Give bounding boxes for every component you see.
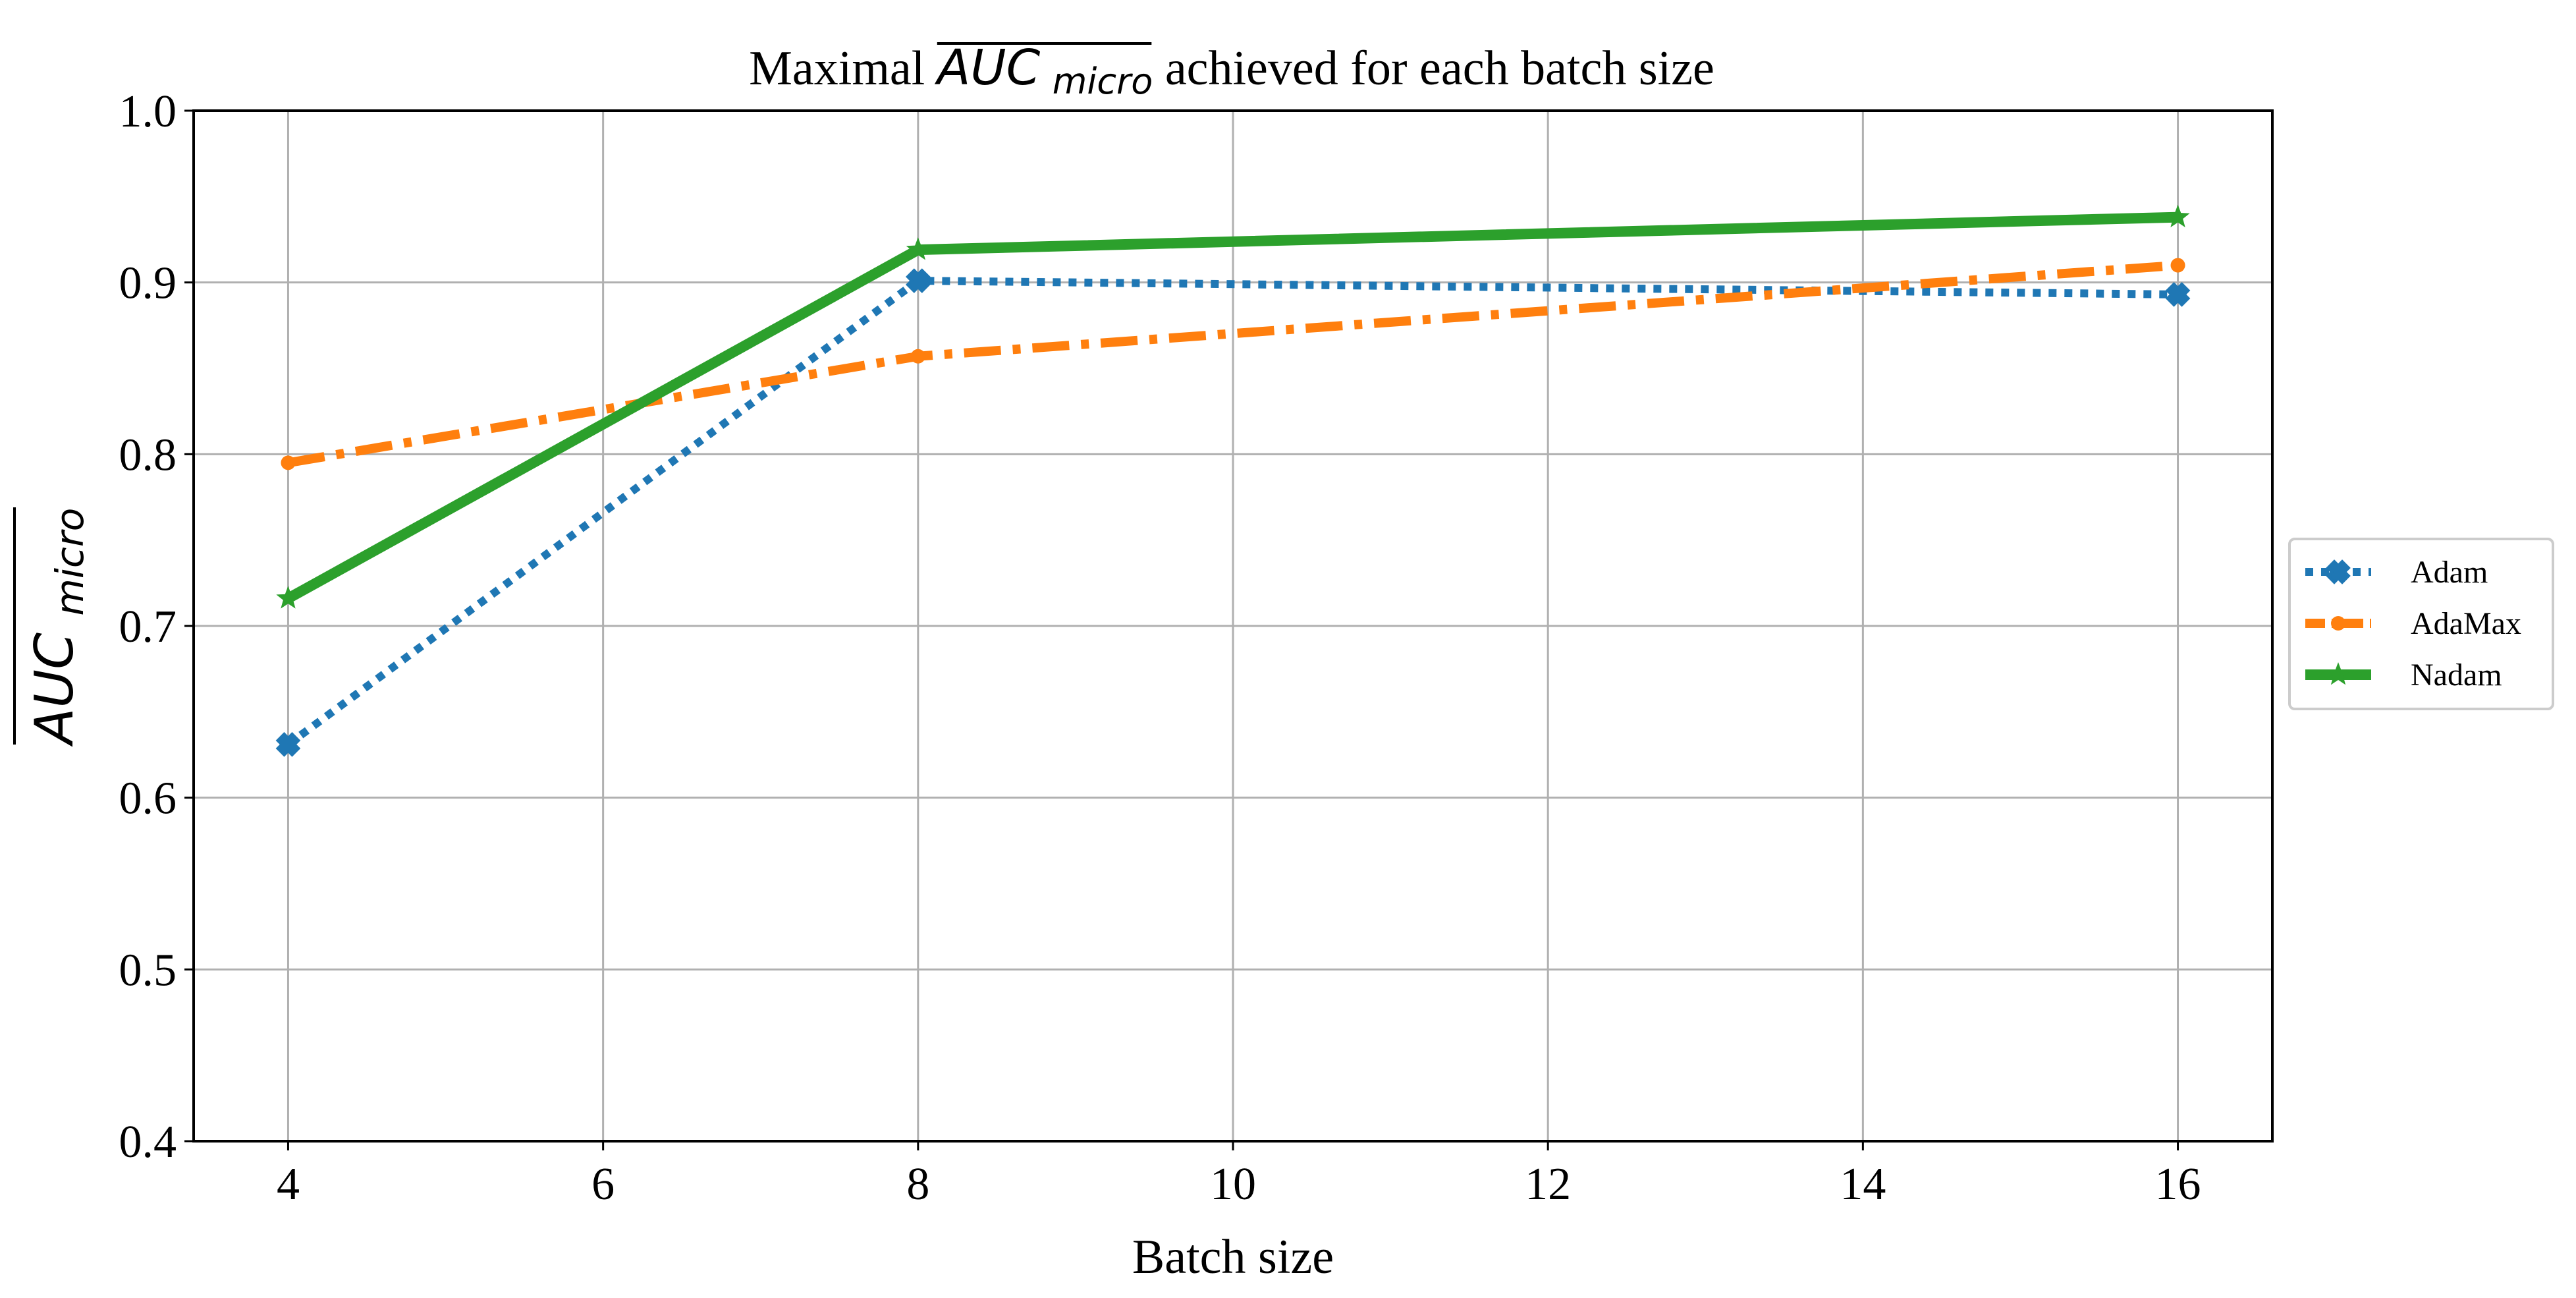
- y-tick-label: 0.4: [119, 1117, 177, 1168]
- data-point-adam: [2165, 282, 2191, 307]
- x-tick-label: 14: [1840, 1159, 1886, 1210]
- x-tick-label: 10: [1210, 1159, 1256, 1210]
- legend: Adam AdaMax Nadam: [2288, 538, 2554, 710]
- data-point-nadam: [2166, 204, 2190, 227]
- legend-label-adam: Adam: [2411, 555, 2488, 590]
- series-layer: [275, 204, 2191, 757]
- title-prefix: Maximal: [749, 42, 937, 96]
- ticks: 4 6 8 10 12 14 16 0.4 0.5 0.6 0.7 0.8 0.9 1.0: [119, 86, 2201, 1210]
- x-tick-label: 4: [277, 1159, 300, 1210]
- data-point-adamax: [2170, 258, 2185, 273]
- title-metric-sub: micro: [1053, 61, 1153, 102]
- x-tick-label: 6: [591, 1159, 615, 1210]
- x-tick-label: 16: [2155, 1159, 2201, 1210]
- data-point-adam: [905, 268, 931, 293]
- chart-title: Maximal AUC micro achieved for each batc…: [749, 40, 1714, 105]
- svg-text:AUC micro: AUC micro: [24, 508, 92, 747]
- y-tick-label: 0.8: [119, 430, 177, 480]
- legend-marker-adam: [2326, 559, 2351, 584]
- title-suffix: achieved for each batch size: [1165, 42, 1714, 96]
- legend-box: [2288, 538, 2554, 710]
- x-tick-label: 8: [906, 1159, 929, 1210]
- legend-label-adamax: AdaMax: [2411, 606, 2521, 641]
- data-point-adamax: [281, 455, 296, 470]
- x-axis-label: Batch size: [1132, 1230, 1334, 1284]
- series-nadam: [276, 204, 2190, 609]
- legend-marker-adamax: [2331, 616, 2345, 631]
- y-tick-label: 1.0: [119, 86, 177, 137]
- data-point-nadam: [276, 586, 300, 609]
- series-adam: [275, 268, 2191, 757]
- y-tick-label: 0.6: [119, 774, 177, 824]
- y-label-main: AUC: [24, 633, 85, 747]
- y-axis-label: AUC micro: [13, 507, 92, 747]
- y-label-sub: micro: [47, 508, 92, 616]
- y-tick-label: 0.7: [119, 602, 177, 652]
- series-adamax: [281, 258, 2185, 470]
- x-tick-label: 12: [1525, 1159, 1571, 1210]
- data-point-nadam: [906, 237, 930, 260]
- data-point-adamax: [910, 349, 925, 364]
- y-tick-label: 0.5: [119, 945, 177, 996]
- title-metric-main: AUC: [935, 40, 1041, 96]
- data-point-adam: [275, 732, 301, 757]
- legend-marker-nadam: [2326, 662, 2351, 685]
- y-tick-label: 0.9: [119, 258, 177, 309]
- legend-label-nadam: Nadam: [2411, 658, 2502, 692]
